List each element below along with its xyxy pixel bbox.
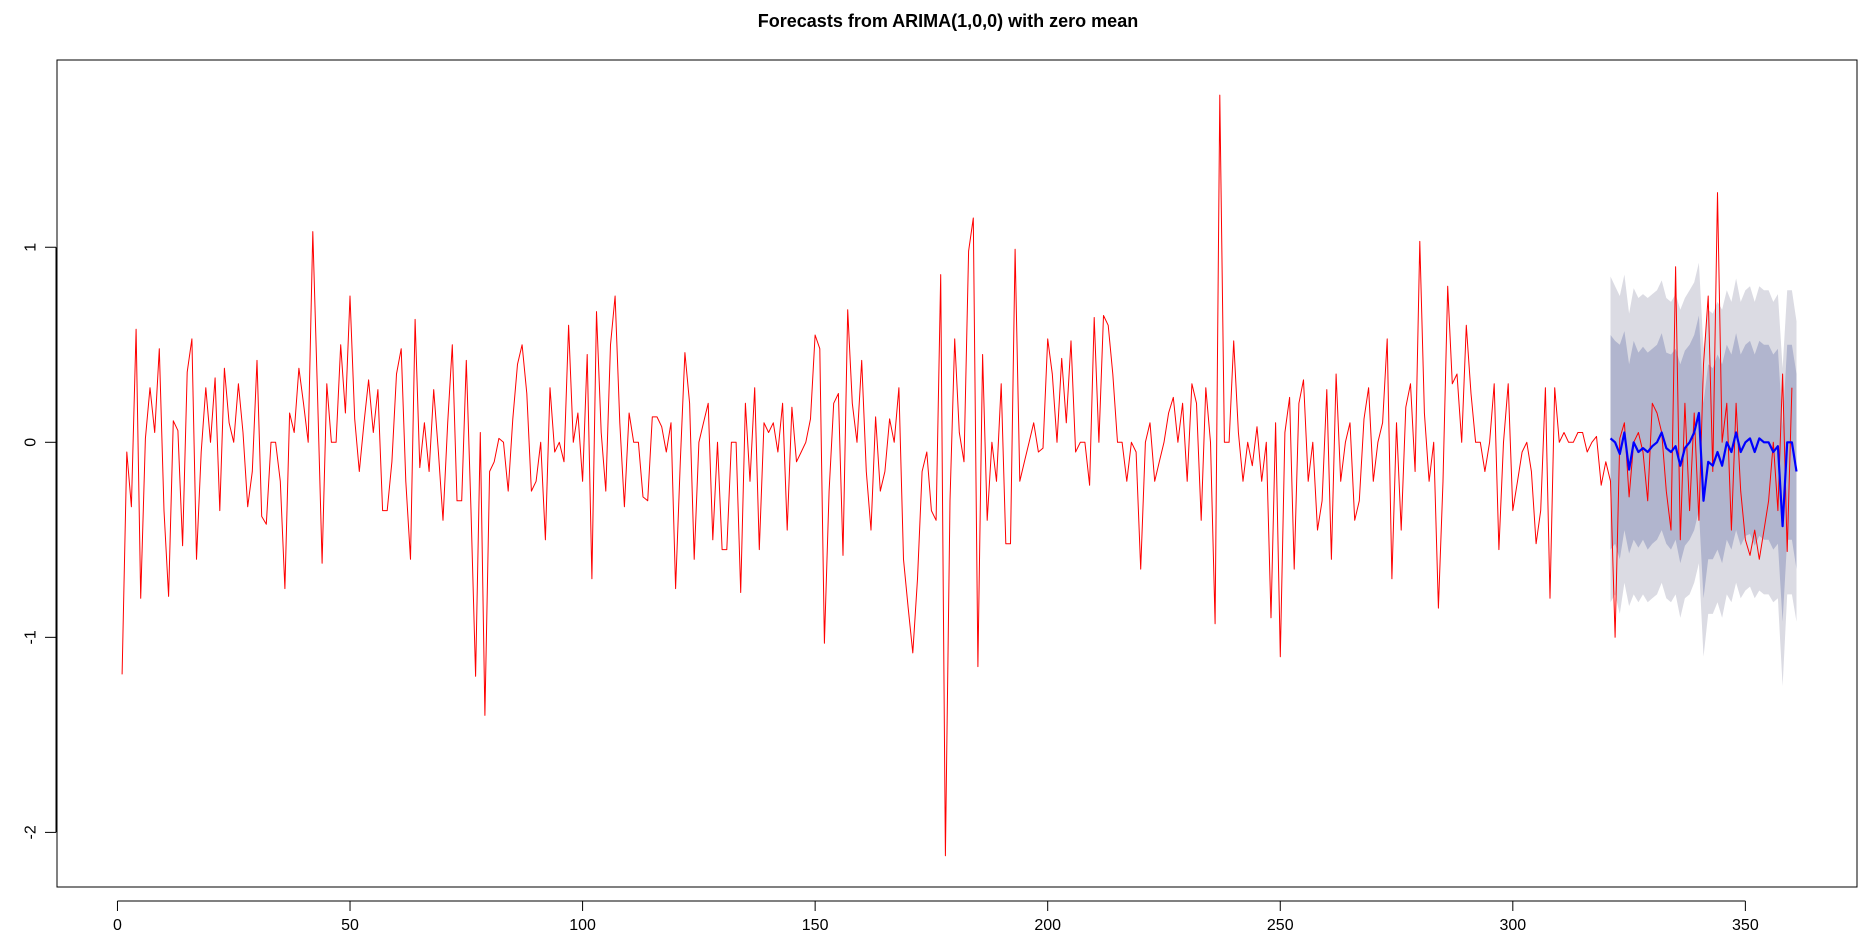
x-tick-label: 300	[1499, 917, 1526, 934]
x-axis: 0 50 100 150 200 250 300 350	[113, 900, 1759, 934]
chart-title: Forecasts from ARIMA(1,0,0) with zero me…	[758, 11, 1138, 31]
series-line-forecast	[1609, 411, 1798, 528]
x-tick-label: 100	[569, 917, 596, 934]
series-line-observed	[121, 94, 1793, 857]
x-tick-label: 150	[802, 917, 829, 934]
series-layer	[121, 94, 1798, 857]
band-80	[1610, 315, 1797, 622]
x-tick-label: 50	[341, 917, 359, 934]
x-tick-label: 0	[113, 917, 122, 934]
y-tick-label: -2	[23, 825, 40, 839]
y-axis: -2 -1 0 1	[23, 243, 57, 840]
y-tick-label: 1	[23, 243, 40, 252]
y-tick-label: 0	[23, 438, 40, 447]
x-tick-label: 200	[1034, 917, 1061, 934]
x-tick-label: 350	[1732, 917, 1759, 934]
plot-frame	[56, 59, 1858, 888]
prediction-intervals	[1610, 262, 1797, 687]
y-tick-label: -1	[23, 630, 40, 644]
x-tick-label: 250	[1267, 917, 1294, 934]
